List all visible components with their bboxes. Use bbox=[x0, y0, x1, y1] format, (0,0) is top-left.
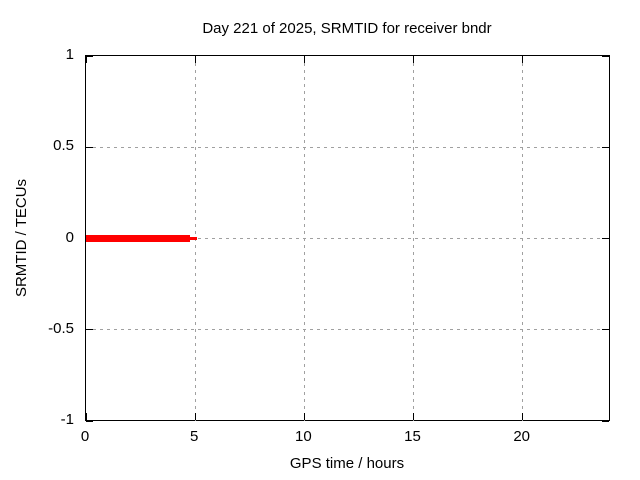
y-tick-left bbox=[86, 329, 93, 331]
y-tick-label: 1 bbox=[65, 46, 74, 63]
x-tick-label: 10 bbox=[294, 428, 312, 445]
y-tick-label: 0 bbox=[65, 228, 74, 246]
plot-area bbox=[85, 55, 610, 422]
x-tick-label: 0 bbox=[80, 428, 90, 445]
y-gridline bbox=[86, 238, 610, 239]
y-tick-right bbox=[602, 146, 609, 148]
y-tick-label: 0.5 bbox=[53, 137, 74, 155]
x-tick-bottom bbox=[522, 413, 524, 420]
y-tick-left bbox=[86, 55, 93, 57]
y-tick-right bbox=[602, 420, 609, 422]
y-tick-right bbox=[602, 238, 609, 239]
chart-title: Day 221 of 2025, SRMTID for receiver bnd… bbox=[202, 20, 492, 37]
series-line bbox=[86, 235, 190, 242]
x-tick-top bbox=[303, 56, 305, 63]
y-gridline bbox=[86, 146, 610, 148]
x-tick-top bbox=[413, 56, 414, 63]
y-tick-left bbox=[86, 146, 93, 148]
series-line bbox=[190, 237, 197, 240]
y-tick-right bbox=[602, 55, 609, 57]
x-tick-bottom bbox=[413, 413, 414, 420]
x-tick-top bbox=[194, 56, 196, 63]
x-tick-top bbox=[85, 56, 87, 63]
x-axis-label: GPS time / hours bbox=[289, 455, 405, 472]
x-tick-label: 20 bbox=[513, 428, 530, 445]
x-tick-bottom bbox=[303, 413, 305, 420]
x-tick-bottom bbox=[85, 413, 87, 420]
x-tick-label: 15 bbox=[404, 428, 421, 445]
y-tick-label: -0.5 bbox=[48, 319, 74, 337]
y-tick-label: -1 bbox=[60, 411, 74, 428]
x-tick-label: 5 bbox=[189, 428, 199, 445]
x-tick-top bbox=[522, 56, 524, 63]
x-tick-bottom bbox=[194, 413, 196, 420]
y-tick-left bbox=[86, 420, 93, 422]
y-gridline bbox=[86, 329, 610, 331]
y-tick-right bbox=[602, 329, 609, 331]
